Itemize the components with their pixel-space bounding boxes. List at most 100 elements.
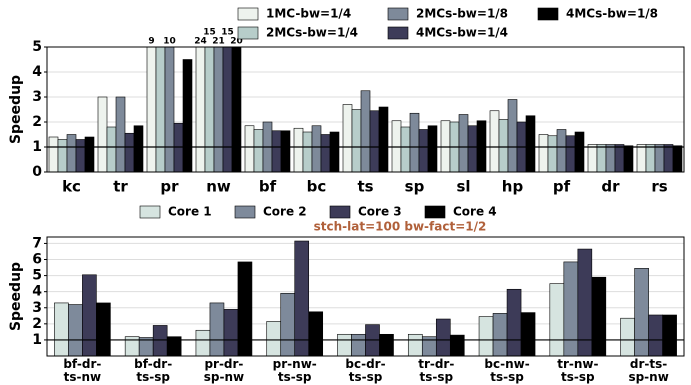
bar	[663, 144, 674, 173]
bar	[587, 144, 598, 173]
bar	[549, 283, 565, 357]
bar	[672, 145, 683, 173]
bar	[478, 316, 494, 357]
bar	[498, 119, 509, 173]
bar	[351, 109, 362, 173]
bar	[449, 334, 465, 357]
bar	[525, 115, 536, 173]
legend-swatch	[139, 205, 161, 219]
x-tick-label: bc-nw- ts-sp	[484, 357, 530, 384]
bar	[605, 144, 616, 173]
bar	[195, 46, 206, 173]
y-tick-label: 3	[32, 300, 42, 316]
x-tick-label: dr	[601, 178, 620, 196]
bar	[146, 46, 157, 173]
x-tick-label: dr-ts- sp-nw	[628, 357, 669, 384]
y-axis-label: Speedup	[8, 262, 24, 331]
legend-swatch	[424, 205, 446, 219]
legend-swatch	[387, 26, 409, 40]
bar	[391, 120, 402, 173]
x-tick-label: tr-nw- ts-sp	[557, 357, 599, 384]
y-tick-label: 5	[32, 39, 42, 55]
bar	[195, 329, 211, 357]
x-tick-label: pf	[553, 178, 571, 196]
x-tick-label: bc-dr- ts-sp	[345, 357, 386, 384]
bar	[96, 302, 111, 357]
bar	[308, 311, 324, 357]
bar	[106, 126, 117, 173]
bar	[244, 125, 255, 173]
clipped-value-label: 21	[212, 37, 225, 47]
bar	[378, 106, 389, 173]
bar	[66, 134, 77, 173]
bar	[57, 139, 68, 173]
bar	[311, 125, 322, 173]
legend-label: Core 4	[453, 205, 497, 219]
y-tick-label: 3	[32, 89, 42, 105]
legend-label: 1MC-bw=1/4	[266, 7, 351, 21]
bar	[266, 321, 282, 357]
legend-swatch	[537, 7, 559, 21]
y-axis-label: Speedup	[8, 75, 24, 144]
bar	[182, 59, 193, 173]
bar	[492, 313, 508, 357]
bar	[556, 129, 567, 173]
legend-label: Core 2	[263, 205, 307, 219]
y-tick-label: 4	[32, 284, 42, 300]
bar	[379, 333, 394, 357]
bar	[115, 96, 126, 173]
bar	[302, 131, 313, 173]
clipped-value-label: 24	[194, 37, 207, 47]
bar	[400, 126, 411, 173]
plot-frame	[46, 46, 685, 173]
bar	[97, 96, 108, 173]
bar	[418, 129, 429, 173]
bar	[253, 129, 264, 173]
bar	[440, 120, 451, 173]
x-tick-label: ts	[357, 178, 373, 196]
y-tick-label: 2	[32, 114, 42, 130]
legend-label: 4MCs-bw=1/8	[566, 7, 658, 21]
clipped-value-label: 9	[148, 37, 154, 47]
bar	[360, 90, 371, 173]
bar	[209, 302, 225, 357]
bar	[489, 110, 500, 173]
bar	[476, 120, 487, 173]
bar	[222, 46, 233, 173]
bar	[75, 139, 86, 173]
bar	[329, 131, 340, 173]
legend-swatch	[237, 7, 259, 21]
bar	[155, 46, 166, 173]
x-tick-label: bc	[307, 178, 327, 196]
bar	[591, 276, 607, 357]
bar	[369, 110, 380, 173]
bar	[648, 314, 663, 357]
plot-frame	[46, 236, 685, 357]
x-tick-label: tr	[113, 178, 128, 196]
y-tick-label: 2	[32, 316, 42, 332]
bar	[280, 130, 291, 173]
x-tick-label: nw	[206, 178, 231, 196]
x-tick-label: kc	[62, 178, 81, 196]
bar	[213, 46, 224, 173]
legend-swatch	[237, 26, 259, 40]
bar	[342, 104, 353, 173]
x-tick-label: tr-dr- ts-sp	[418, 357, 455, 384]
bar	[547, 135, 558, 173]
chart-title: stch-lat=100 bw-fact=1/2	[314, 220, 487, 234]
bar	[654, 144, 665, 173]
bar	[204, 46, 215, 173]
y-tick-label: 4	[32, 64, 42, 80]
bar	[620, 317, 635, 357]
bar	[435, 318, 451, 357]
bar	[54, 302, 69, 357]
bar	[320, 134, 331, 173]
legend-swatch	[387, 7, 409, 21]
bar	[538, 134, 549, 173]
bar	[351, 333, 366, 357]
bar	[68, 304, 83, 357]
bar	[271, 130, 282, 173]
x-tick-label: sp	[405, 178, 425, 196]
bar	[337, 333, 352, 357]
